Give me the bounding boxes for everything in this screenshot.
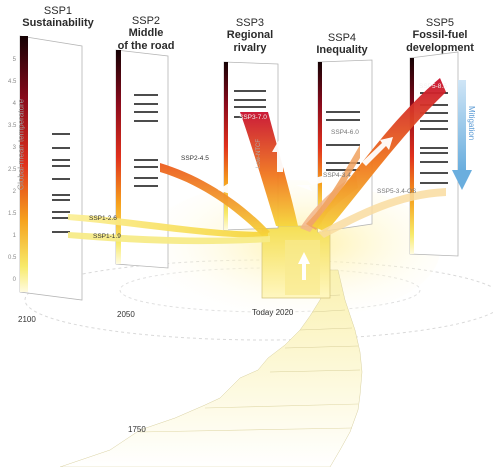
tick-4-5: 4.5 [8, 79, 17, 85]
ssp4-name: Inequality [316, 44, 368, 56]
mitigation-arrow-icon [452, 80, 472, 190]
ssp4-code: SSP4 [327, 32, 357, 44]
trunk-arrow-icon [298, 252, 310, 280]
tick-3: 3 [12, 145, 16, 151]
tick-4: 4 [12, 101, 16, 107]
ssp5-heading: SSP5 Fossil-fuel development [392, 17, 488, 55]
present-trunk [261, 225, 331, 299]
label-ssp4-60: SSP4-6.0 [331, 129, 359, 136]
ssp4-arrow-icon [296, 176, 324, 191]
ribbon-ssp5-34os [318, 188, 446, 238]
ssp3-code: SSP3 [235, 17, 265, 29]
ribbon-ssp1-26 [68, 214, 268, 238]
tick-0: 0 [12, 277, 16, 283]
spread-bars-ssp4 [326, 111, 360, 171]
year-1750: 1750 [128, 425, 146, 434]
ssp5-name-2: development [406, 42, 474, 54]
ribbon-ssp2-45 [160, 163, 270, 236]
year-2050: 2050 [117, 310, 135, 319]
tick-2: 2 [12, 189, 16, 195]
panel-ssp1 [19, 35, 83, 301]
ribbon-ssp5-85 [312, 78, 446, 232]
tick-5: 5 [12, 57, 16, 63]
label-ssp5-85: SSP5-8.5 [419, 83, 447, 90]
label-ssp5-34os: SSP5-3.4-OS [377, 188, 417, 195]
ssp1-name: Sustainability [22, 17, 94, 29]
ssp3-arrow-icon [272, 138, 288, 172]
tick-0-5: 0.5 [8, 255, 17, 261]
axis-title: Global-mean temperature [16, 98, 26, 191]
label-ssp2-45: SSP2-4.5 [181, 155, 209, 162]
year-today: Today 2020 [252, 308, 294, 317]
tick-1-5: 1.5 [8, 211, 17, 217]
ssp5-arrow-icon [362, 137, 393, 166]
ssp1-heading: SSP1 Sustainability [18, 5, 98, 30]
ssp2-arrow-icon [218, 179, 252, 196]
label-ssp1-26: SSP1-2.6 [89, 215, 117, 222]
label-ssp4-34: SSP4-3.4 [323, 172, 351, 179]
ribbon-ssp3-70 [240, 112, 298, 226]
label-ssp1-19: SSP1-1.9 [93, 233, 121, 240]
spread-bars-ssp1 [52, 133, 70, 233]
ssp5-name-1: Fossil-fuel [412, 29, 468, 41]
label-ssp3-70: SSP3-7.0 [239, 114, 267, 121]
direction-arrows [218, 137, 393, 196]
ssp4-heading: SSP4 Inequality [306, 32, 378, 57]
pathway-ribbons [68, 78, 446, 245]
low-ntcf-label: Low-NTCF [256, 138, 262, 168]
ssp2-name-1: Middle [128, 27, 164, 39]
ssp5-code: SSP5 [425, 17, 455, 29]
tick-2-5: 2.5 [8, 167, 17, 173]
mitigation-label: Mitigation [467, 106, 476, 141]
ssp3-heading: SSP3 Regional rivalry [214, 17, 286, 55]
ribbon-ssp1-19 [68, 232, 270, 245]
year-2100: 2100 [18, 315, 36, 324]
ssp1-code: SSP1 [43, 5, 73, 17]
tick-3-5: 3.5 [8, 123, 17, 129]
ssp2-heading: SSP2 Middle of the road [110, 15, 182, 53]
tick-1: 1 [12, 233, 16, 239]
ssp3-name-2: rivalry [233, 42, 267, 54]
ssp3-name-1: Regional [226, 29, 274, 41]
ribbon-ssp4-60 [306, 145, 360, 230]
spread-bars-ssp2 [134, 94, 158, 187]
ssp2-code: SSP2 [131, 15, 161, 27]
ssp2-name-2: of the road [117, 40, 175, 52]
